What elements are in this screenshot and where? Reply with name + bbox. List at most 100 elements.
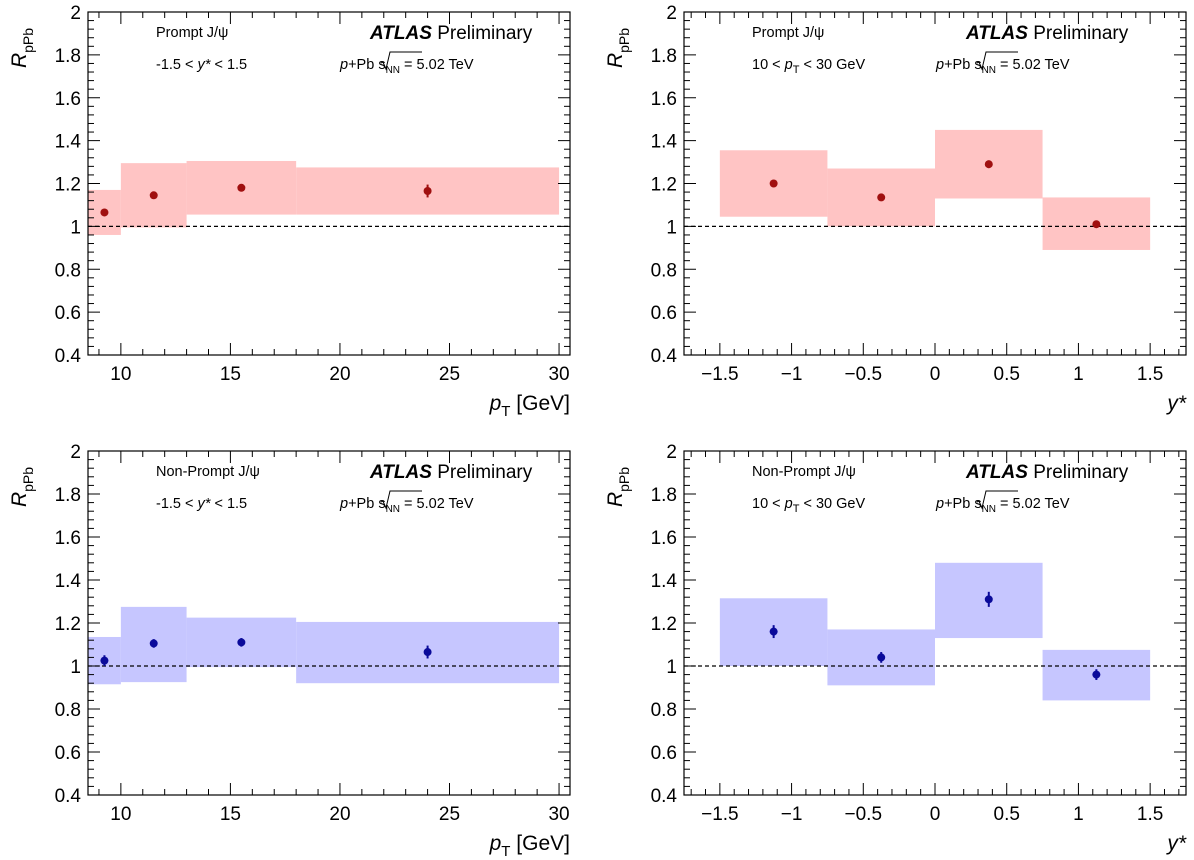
panel-top-right: 0.4 0.6 0.8 1 1.2 1.4 1.6 1.8 2 −1.5 −1 −0.5 0 0.5 1 1.… — [604, 3, 1187, 415]
data-point — [423, 187, 432, 196]
atlas-label: ATLAS Preliminary — [369, 23, 533, 44]
range-post: < 1.5 — [210, 57, 247, 73]
data-point — [769, 179, 778, 188]
y-tick-label: 1 — [70, 657, 81, 678]
y-tick-label: 1.6 — [651, 528, 677, 549]
range-post: < 30 GeV — [799, 57, 865, 73]
energy-label: p+Pb sNN = 5.02 TeV — [935, 496, 1070, 515]
x-tick-label: 1 — [1073, 364, 1084, 385]
x-tick-label: −1 — [781, 364, 803, 385]
atlas-preliminary: Preliminary — [437, 23, 533, 44]
atlas-preliminary: Preliminary — [1033, 462, 1129, 483]
data-point — [100, 208, 109, 217]
x-axis-unit: [GeV] — [510, 392, 570, 415]
data-point — [423, 648, 432, 657]
data-point — [149, 639, 158, 648]
data-point — [237, 183, 246, 192]
energy-p: p — [339, 57, 348, 73]
energy-pb: +Pb — [944, 57, 970, 73]
data-point — [984, 595, 993, 604]
range-var: p — [784, 57, 793, 73]
sqrt-symbol — [976, 490, 1018, 510]
range-pre: 10 < — [752, 496, 785, 512]
data-point — [100, 656, 109, 665]
x-tick-label: 1.5 — [1137, 364, 1163, 385]
annotation-particle: Non-Prompt J/ψ — [752, 464, 856, 480]
y-tick-label: 0.6 — [651, 303, 677, 324]
energy-nn: NN — [386, 504, 400, 515]
y-tick-label: 1.8 — [55, 485, 81, 506]
y-tick-label: 0.4 — [651, 346, 678, 367]
annotation-particle: Prompt J/ψ — [752, 25, 824, 41]
y-axis-title: RpPb — [8, 467, 36, 507]
energy-nn: NN — [386, 65, 400, 76]
y-tick-label: 1.4 — [651, 132, 678, 153]
energy-pb: +Pb — [348, 496, 374, 512]
y-tick-label: 1.8 — [651, 485, 677, 506]
y-tick-label: 0.6 — [651, 743, 677, 764]
x-tick-label: 25 — [439, 804, 460, 825]
y-tick-label: 2 — [666, 3, 677, 24]
energy-value: = 5.02 TeV — [996, 57, 1070, 73]
energy-s: s — [974, 496, 981, 512]
y-tick-label: 1.2 — [651, 614, 677, 635]
data-point — [1092, 220, 1101, 229]
data-point — [877, 193, 886, 202]
range-post: < 1.5 — [210, 496, 247, 512]
x-axis-sub: T — [501, 403, 510, 420]
atlas-word: ATLAS — [965, 23, 1028, 44]
atlas-label: ATLAS Preliminary — [965, 462, 1129, 483]
x-axis-unit: [GeV] — [510, 832, 570, 855]
annotation-particle: Prompt J/ψ — [156, 25, 228, 41]
y-tick-label: 1 — [666, 217, 677, 238]
atlas-word: ATLAS — [369, 23, 432, 44]
x-axis-title: y* — [1165, 832, 1187, 855]
x-axis-var: y* — [1165, 392, 1187, 415]
data-point — [984, 160, 993, 169]
y-axis-var: R — [604, 492, 627, 507]
sqrt-symbol — [380, 490, 422, 510]
y-tick-label: 1.2 — [55, 175, 81, 196]
energy-s: s — [974, 57, 981, 73]
x-tick-label: 25 — [439, 364, 460, 385]
energy-value: = 5.02 TeV — [400, 496, 474, 512]
annotation-range: 10 < pT < 30 GeV — [752, 57, 865, 76]
data-point — [1092, 670, 1101, 679]
range-post: < 30 GeV — [799, 496, 865, 512]
x-axis-title: y* — [1165, 392, 1187, 415]
range-pre: -1.5 < — [156, 496, 198, 512]
energy-value: = 5.02 TeV — [996, 496, 1070, 512]
y-tick-label: 0.8 — [651, 260, 677, 281]
sqrt-symbol — [976, 51, 1018, 71]
y-tick-label: 1.6 — [651, 89, 677, 110]
x-tick-label: −0.5 — [845, 364, 883, 385]
y-tick-label: 1.6 — [55, 89, 81, 110]
x-tick-label: 30 — [548, 804, 569, 825]
range-sub: T — [793, 503, 800, 515]
y-tick-label: 0.4 — [651, 786, 678, 807]
y-tick-label: 1 — [70, 217, 81, 238]
y-tick-label: 1.4 — [55, 132, 82, 153]
y-tick-label: 0.4 — [55, 786, 82, 807]
x-tick-label: 10 — [110, 804, 131, 825]
y-tick-label: 1 — [666, 657, 677, 678]
energy-p: p — [339, 496, 348, 512]
x-tick-label: 10 — [110, 364, 131, 385]
x-tick-label: 1.5 — [1137, 804, 1163, 825]
energy-p: p — [935, 57, 944, 73]
y-tick-label: 1.4 — [651, 571, 678, 592]
data-point — [237, 638, 246, 647]
x-tick-label: 15 — [220, 804, 241, 825]
atlas-label: ATLAS Preliminary — [369, 462, 533, 483]
x-tick-label: 0 — [930, 364, 941, 385]
energy-label: p+Pb sNN = 5.02 TeV — [339, 57, 474, 76]
y-axis-sub: pPb — [616, 28, 632, 53]
annotation-range: -1.5 < y* < 1.5 — [156, 496, 247, 512]
x-axis-title: pT [GeV] — [489, 392, 570, 420]
annotation-particle: Non-Prompt J/ψ — [156, 464, 260, 480]
atlas-label: ATLAS Preliminary — [965, 23, 1129, 44]
y-tick-label: 1.4 — [55, 571, 82, 592]
range-var: p — [784, 496, 793, 512]
energy-p: p — [935, 496, 944, 512]
